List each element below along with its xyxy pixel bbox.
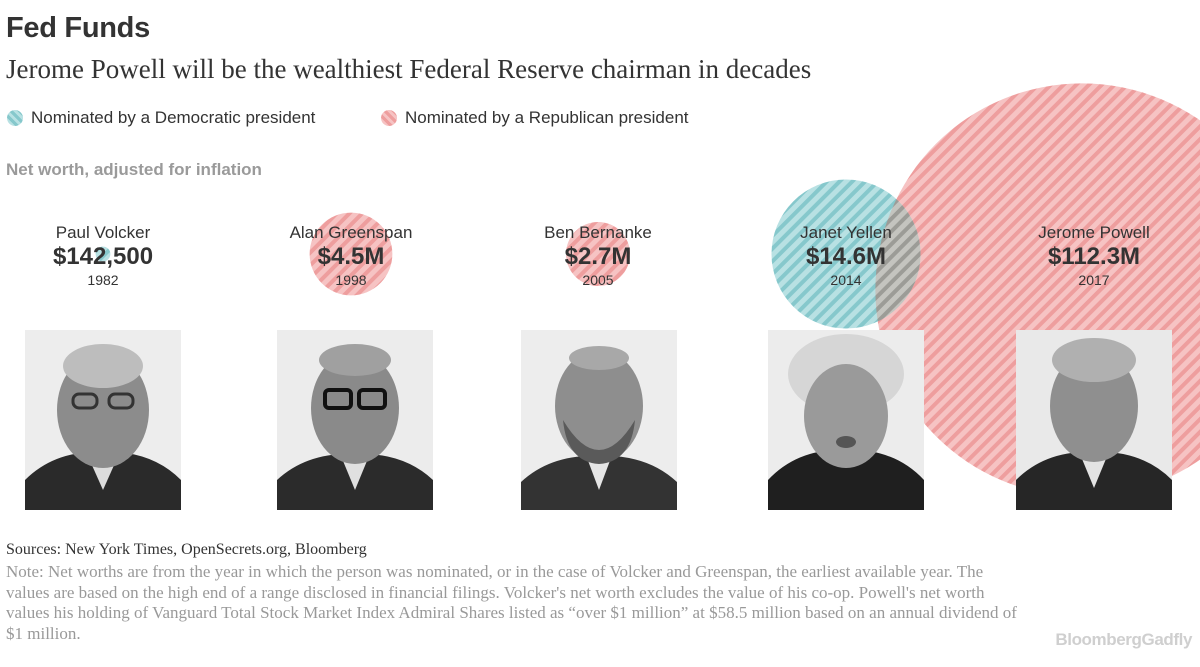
person-name: Alan Greenspan [289,223,413,242]
year-label: 2017 [1078,272,1110,288]
portrait-bernanke [521,330,677,510]
legend-democratic-label: Nominated by a Democratic president [31,108,316,127]
net-worth-label: $14.6M [805,243,887,270]
year-label: 1982 [87,272,119,288]
person-name: Janet Yellen [800,223,892,242]
net-worth-label: $142,500 [52,243,154,270]
legend-republican: Nominated by a Republican president [381,108,689,128]
sources-text: Sources: New York Times, OpenSecrets.org… [6,541,367,558]
bubble-greenspan [309,212,393,296]
person-name: Paul Volcker [55,223,151,242]
brand-logo: BloombergGadfly [1055,630,1192,649]
bubble-bernanke [565,221,631,287]
net-worth-label: $2.7M [564,243,632,270]
bubble-volcker [95,246,111,262]
legend-republican-label: Nominated by a Republican president [405,108,689,127]
year-label: 1998 [335,272,367,288]
net-worth-label: $112.3M [1047,243,1141,270]
label-bernanke: Ben Bernanke $2.7M 2005 [498,223,698,288]
net-worth-label: $4.5M [317,243,385,270]
year-label: 2005 [582,272,614,288]
legend-democratic-swatch-icon [7,110,23,126]
chart-subtitle: Jerome Powell will be the wealthiest Fed… [6,54,812,84]
legend-democratic: Nominated by a Democratic president [7,108,315,128]
year-label: 2014 [830,272,862,288]
note-text: Note: Net worths are from the year in wh… [6,562,1017,643]
legend-republican-swatch-icon [381,110,397,126]
person-name: Ben Bernanke [544,223,652,242]
label-volcker: Paul Volcker $142,500 1982 [3,223,203,288]
chart-title: Fed Funds [6,12,150,44]
label-powell: Jerome Powell $112.3M 2017 [994,223,1194,288]
y-axis-label: Net worth, adjusted for inflation [6,160,262,179]
portrait-volcker [25,330,181,510]
person-name: Jerome Powell [1038,223,1150,242]
portrait-yellen [768,330,924,510]
label-yellen: Janet Yellen $14.6M 2014 [746,223,946,288]
portrait-greenspan [277,330,433,510]
label-greenspan: Alan Greenspan $4.5M 1998 [251,223,451,288]
portrait-powell [1016,330,1172,510]
